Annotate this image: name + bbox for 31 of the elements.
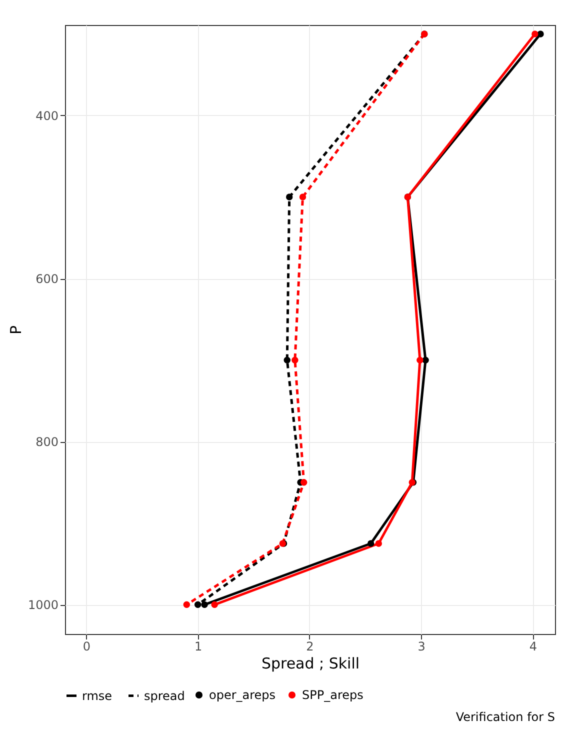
point [299,194,306,200]
point [211,601,218,608]
legend-label: oper_areps [209,688,276,702]
y-tick-label: 800 [36,435,58,450]
point [194,601,202,608]
point [375,540,382,547]
y-tick-label: 1000 [28,598,58,612]
point [286,194,293,200]
y-tick-label: 400 [36,108,58,123]
text: Verification for S [456,710,555,724]
y-tick-label: 600 [36,272,58,286]
point [537,30,544,38]
point [284,356,290,364]
x-axis-title: Spread ; Skill [261,654,360,672]
legend-label: SPP_areps [302,688,364,702]
point [532,30,538,38]
x-tick-label: 4 [529,640,537,654]
text: rmse [82,688,112,703]
point [201,601,208,608]
x-tick-label: 1 [194,640,202,654]
point [416,356,424,364]
point [292,356,298,364]
text: spread [144,688,185,703]
point [300,479,308,486]
point [422,356,429,364]
x-tick-label: 3 [418,640,426,654]
x-tick-label: 2 [306,640,314,654]
x-tick-label: 0 [82,640,91,654]
point [183,601,190,608]
point [367,540,374,547]
y-axis-title: P [6,325,25,335]
